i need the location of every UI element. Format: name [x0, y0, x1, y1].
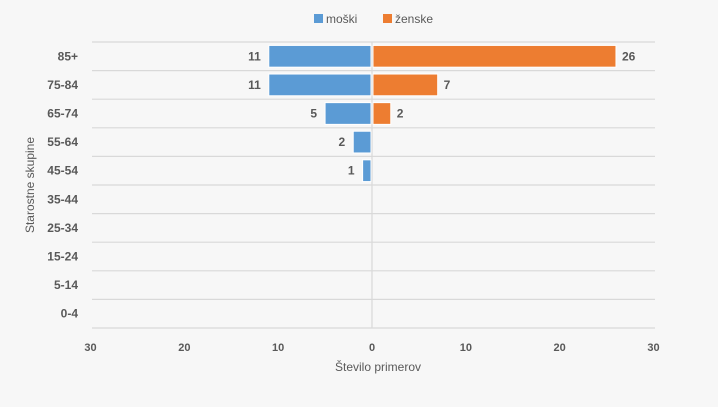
category-label: 55-64 [47, 135, 78, 149]
bar-moski [268, 44, 372, 68]
category-label: 5-14 [54, 278, 78, 292]
bar-zenske [372, 73, 439, 97]
x-tick-label: 30 [647, 342, 659, 354]
bar-zenske [372, 102, 392, 125]
category-label: 35-44 [47, 192, 78, 206]
bar-zenske [372, 44, 617, 68]
x-axis-title: Število primerov [335, 359, 421, 374]
data-label: 1 [348, 164, 355, 178]
gridlines [92, 41, 655, 329]
category-label: 75-84 [47, 78, 78, 92]
data-label: 7 [444, 78, 451, 92]
category-label: 25-34 [47, 221, 78, 235]
category-label: 15-24 [47, 250, 78, 264]
data-label: 2 [339, 135, 346, 149]
data-label: 11 [248, 78, 261, 92]
x-tick-label: 10 [460, 342, 472, 354]
x-tick-label: 10 [272, 342, 284, 354]
x-tick-label: 0 [369, 342, 375, 354]
data-label: 2 [397, 107, 404, 121]
x-tick-label: 20 [178, 342, 190, 354]
y-axis-title: Starostne skupine [23, 137, 37, 233]
data-label: 5 [310, 107, 317, 121]
category-labels: 85+ 75-84 65-74 55-64 45-54 35-44 25-34 15-24 5-… [47, 49, 78, 320]
category-label: 45-54 [47, 164, 78, 178]
data-label: 11 [248, 49, 261, 63]
legend: moški ženske [314, 12, 433, 26]
legend-swatch-zenske [383, 14, 392, 23]
data-label: 26 [622, 49, 636, 63]
legend-label-moski: moški [326, 12, 357, 26]
category-label: 0-4 [61, 307, 79, 321]
bar-moski [362, 159, 372, 183]
bar-moski [324, 102, 372, 125]
bar-moski [352, 130, 372, 154]
legend-label-zenske: ženske [395, 12, 433, 26]
x-tick-labels: 30 20 10 0 10 20 30 [84, 342, 659, 354]
category-label: 85+ [58, 49, 78, 63]
bars: 11 26 11 7 5 2 2 1 [248, 44, 636, 183]
legend-swatch-moski [314, 14, 323, 23]
x-tick-label: 20 [554, 342, 566, 354]
bar-moski [268, 73, 372, 97]
category-label: 65-74 [47, 107, 78, 121]
x-tick-label: 30 [84, 342, 96, 354]
